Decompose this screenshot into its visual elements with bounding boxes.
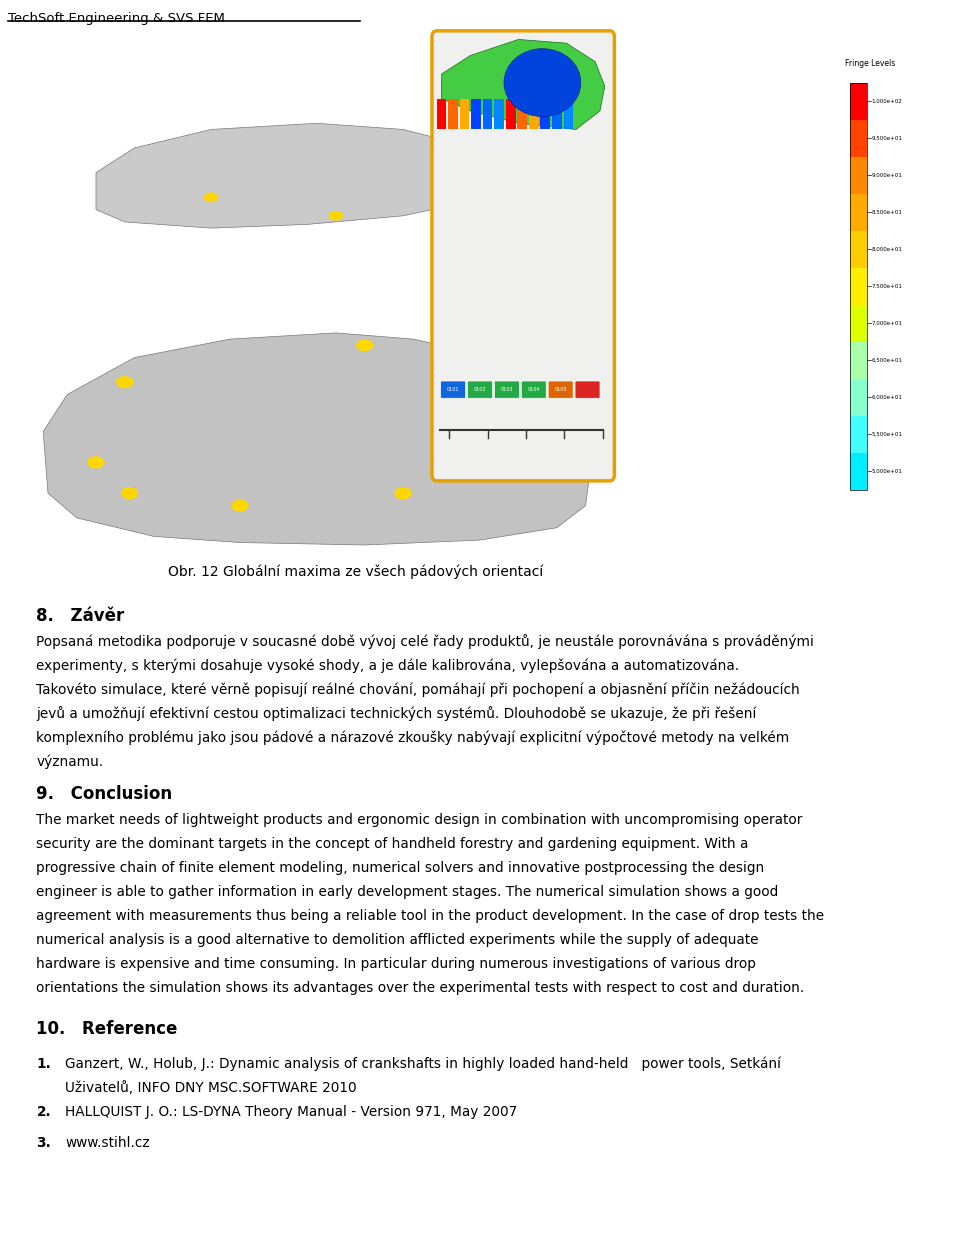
Text: 9. Conclusion: 9. Conclusion	[36, 785, 173, 804]
Bar	[38, 33, 948, 545]
Text: engineer is able to gather information in early development stages. The numerica: engineer is able to gather information i…	[36, 885, 779, 899]
FancyBboxPatch shape	[548, 381, 573, 398]
Text: orientations the simulation shows its advantages over the experimental tests wit: orientations the simulation shows its ad…	[36, 981, 804, 995]
Ellipse shape	[328, 211, 344, 221]
Bar	[494, 99, 504, 129]
Ellipse shape	[121, 487, 138, 499]
FancyBboxPatch shape	[468, 381, 492, 398]
Bar	[850, 157, 867, 194]
Text: 7.500e+01: 7.500e+01	[872, 284, 902, 289]
Ellipse shape	[395, 487, 412, 499]
Text: HALLQUIST J. O.: LS-DYNA Theory Manual - Version 971, May 2007: HALLQUIST J. O.: LS-DYNA Theory Manual -…	[65, 1105, 517, 1118]
Ellipse shape	[87, 456, 105, 469]
Text: významu.: významu.	[36, 755, 104, 769]
FancyBboxPatch shape	[432, 31, 614, 481]
Bar	[850, 305, 867, 342]
Bar	[850, 83, 867, 490]
Bar	[460, 99, 469, 129]
Text: 9.000e+01: 9.000e+01	[872, 173, 902, 178]
Text: 1.: 1.	[36, 1057, 51, 1070]
Text: 6.500e+01: 6.500e+01	[872, 358, 902, 363]
Text: security are the dominant targets in the concept of handheld forestry and garden: security are the dominant targets in the…	[36, 837, 749, 851]
Polygon shape	[442, 39, 605, 129]
Bar	[850, 453, 867, 490]
Bar	[850, 416, 867, 453]
Text: Popsaná metodika podporuje v soucasné době vývoj celé řady produktů, je neu: Popsaná metodika podporuje v soucasné …	[36, 634, 814, 650]
Text: agreement with measurements thus being a reliable tool in the product developmen: agreement with measurements thus being a…	[36, 910, 825, 924]
Text: Uživatelů, INFO DNY MSC.SOFTWARE 2010: Uživatelů, INFO DNY MSC.SOFTWARE 2010	[65, 1080, 357, 1095]
FancyBboxPatch shape	[575, 381, 600, 398]
Text: 8. Závěr: 8. Závěr	[36, 607, 125, 625]
Bar	[564, 99, 573, 129]
Text: 0103: 0103	[500, 387, 514, 392]
Text: jevů a umožňují efektivní cestou optimalizaci technických systémů. Dlouhodobě se: jevů a umožňují efektivní cestou optimal…	[36, 707, 756, 721]
Bar	[850, 120, 867, 157]
Ellipse shape	[204, 192, 218, 202]
Text: The market needs of lightweight products and ergonomic design in combination wit: The market needs of lightweight products…	[36, 814, 803, 827]
FancyBboxPatch shape	[494, 381, 519, 398]
Bar	[529, 99, 539, 129]
Text: 0104: 0104	[527, 387, 540, 392]
Text: TechSoft Engineering & SVS FEM: TechSoft Engineering & SVS FEM	[8, 11, 225, 25]
Text: 0101: 0101	[446, 387, 460, 392]
Bar	[552, 99, 562, 129]
Bar	[448, 99, 458, 129]
Bar	[850, 231, 867, 268]
Bar	[471, 99, 481, 129]
Bar	[506, 99, 516, 129]
Text: experimenty, s kterými dosahuje vysoké shody, a je dále kalibrována, vylepšová: experimenty, s kterými dosahuje vysoké s…	[36, 658, 739, 673]
Text: 2.: 2.	[36, 1105, 51, 1118]
FancyBboxPatch shape	[521, 381, 546, 398]
Bar	[540, 99, 550, 129]
Text: 1.000e+02: 1.000e+02	[872, 99, 902, 104]
Text: Fringe Levels: Fringe Levels	[845, 59, 895, 68]
Text: hardware is expensive and time consuming. In particular during numerous investig: hardware is expensive and time consuming…	[36, 957, 756, 972]
Text: 9.500e+01: 9.500e+01	[872, 136, 902, 141]
Ellipse shape	[539, 419, 556, 432]
Bar	[850, 342, 867, 379]
Bar	[850, 194, 867, 231]
Bar	[517, 99, 527, 129]
Bar	[850, 268, 867, 305]
Text: 5.000e+01: 5.000e+01	[872, 469, 902, 473]
Bar	[483, 99, 492, 129]
Ellipse shape	[356, 339, 373, 351]
Text: numerical analysis is a good alternative to demolition afflicted experiments whi: numerical analysis is a good alternative…	[36, 933, 759, 947]
Text: 6.000e+01: 6.000e+01	[872, 395, 902, 399]
Text: Takovéto simulace, které věrně popisují reálné chování, pomáhají při pochopení a: Takovéto simulace, které věrně popisují …	[36, 683, 801, 697]
Bar	[437, 99, 446, 129]
Text: 7.000e+01: 7.000e+01	[872, 321, 902, 326]
Text: progressive chain of finite element modeling, numerical solvers and innovative p: progressive chain of finite element mode…	[36, 861, 765, 875]
Text: 0102: 0102	[473, 387, 487, 392]
Text: Obr. 12 Globální maxima ze všech pádových orientací: Obr. 12 Globální maxima ze všech pádovýc…	[168, 565, 542, 580]
Bar	[850, 83, 867, 120]
Bar	[850, 379, 867, 416]
Text: 5.500e+01: 5.500e+01	[872, 432, 902, 436]
Text: Ganzert, W., Holub, J.: Dynamic analysis of crankshafts in highly loaded hand-he: Ganzert, W., Holub, J.: Dynamic analysis…	[65, 1057, 781, 1071]
Text: 10. Reference: 10. Reference	[36, 1020, 178, 1038]
Ellipse shape	[504, 48, 581, 117]
Polygon shape	[43, 333, 590, 545]
Ellipse shape	[231, 499, 249, 512]
FancyBboxPatch shape	[441, 381, 466, 398]
Text: www.stihl.cz: www.stihl.cz	[65, 1136, 150, 1149]
Ellipse shape	[116, 376, 133, 388]
Ellipse shape	[434, 192, 449, 202]
Text: 8.500e+01: 8.500e+01	[872, 210, 902, 215]
Polygon shape	[96, 123, 480, 228]
Text: 8.000e+01: 8.000e+01	[872, 247, 902, 252]
Text: 0105: 0105	[554, 387, 567, 392]
Ellipse shape	[471, 462, 489, 475]
Text: 3.: 3.	[36, 1136, 51, 1149]
Text: komplexního problému jako jsou pádové a nárazové zkoušky nabývají explicitní výp: komplexního problému jako jsou pádové a …	[36, 730, 790, 745]
